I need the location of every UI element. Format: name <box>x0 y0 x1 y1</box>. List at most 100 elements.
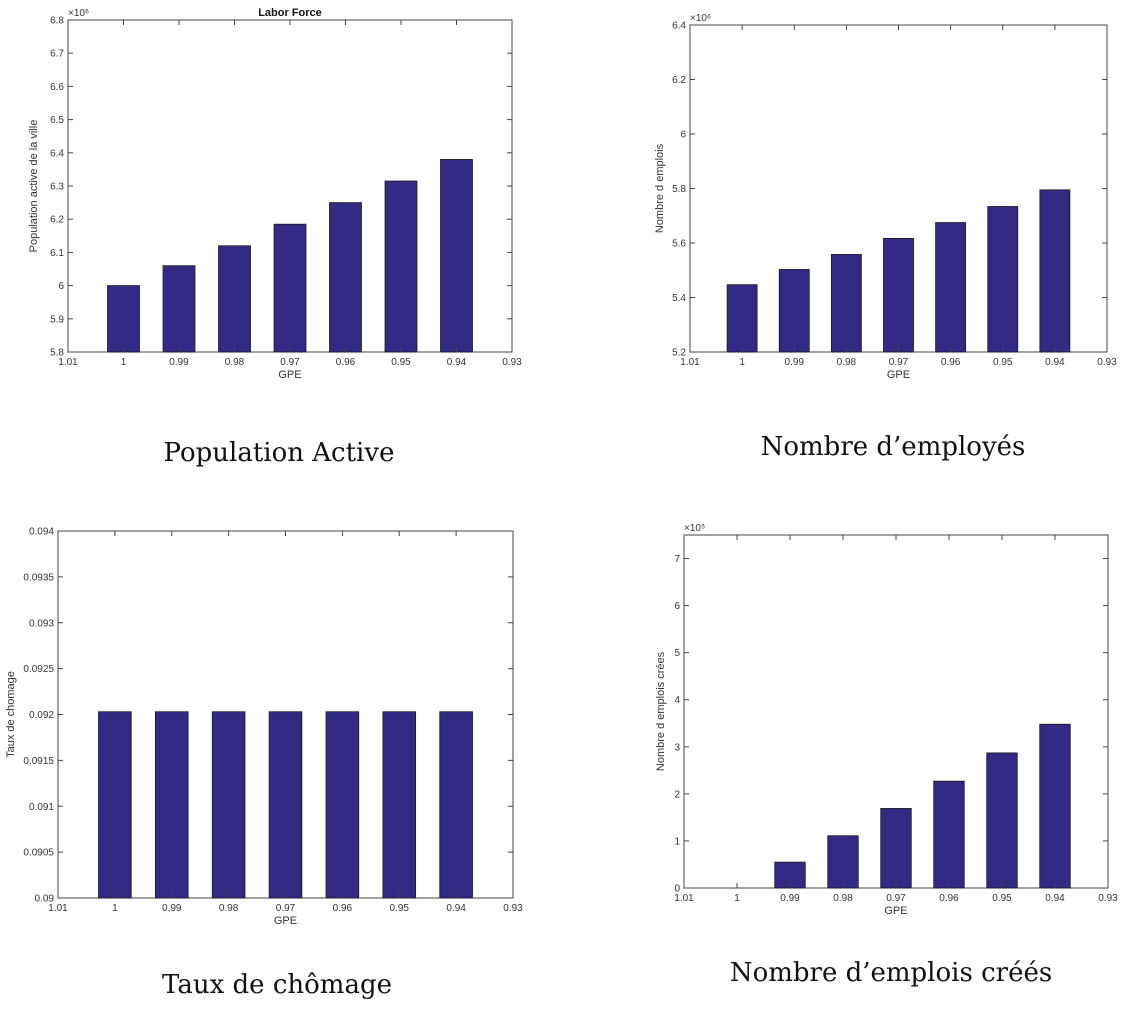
x-tick-label: 0.94 <box>1045 357 1065 368</box>
y-tick-label: 4 <box>674 695 680 706</box>
y-tick-label: 5 <box>674 648 680 659</box>
x-tick-label: 1 <box>739 357 745 368</box>
x-tick-label: 1 <box>734 893 740 904</box>
chart-svg-nombre-employes: 1.01 1 0.99 0.98 0.97 0.96 0.95 0.94 0.93 5.2 5.4 5… <box>654 13 1117 381</box>
x-tick-label: 0.97 <box>276 903 296 914</box>
x-tick-label: 0.95 <box>993 357 1013 368</box>
bar-taux-chomage-6 <box>439 711 473 899</box>
y-tick-label: 5.2 <box>672 348 686 359</box>
bar-nombre-employes-1 <box>778 269 810 353</box>
x-tick-label: 1.01 <box>674 893 694 904</box>
bar-nombre-employes-6 <box>1039 189 1071 353</box>
x-tick-label: 0.93 <box>1098 893 1118 904</box>
y-tick-label: 0.0935 <box>23 572 54 583</box>
x-tick-label: 0.95 <box>390 903 410 914</box>
chart-panel-taux-chomage: 1.01 1 0.99 0.98 0.97 0.96 0.95 0.94 0.93 0.09 0.0… <box>0 0 540 940</box>
y-tick-label: 3 <box>674 742 680 753</box>
y-tick-label: 6.3 <box>50 182 64 193</box>
caption-nombre-employes: Nombre d’employés <box>760 432 1026 462</box>
x-tick-label: 0.97 <box>889 357 909 368</box>
y-tick-label: 6 <box>674 601 680 612</box>
y-tick-label: 0.093 <box>29 618 54 629</box>
y-tick-label: 6.2 <box>672 75 686 86</box>
y-tick-label: 5.4 <box>672 293 686 304</box>
x-tick-label: 0.95 <box>992 893 1012 904</box>
x-tick-label: 1 <box>112 903 118 914</box>
y-tick-label: 2 <box>674 789 680 800</box>
bar-nombre-employes-2 <box>830 254 862 353</box>
chart-panel-population-active: 1.01 1 0.99 0.98 0.97 0.96 0.95 0.94 0.93 5.8 5.9 6… <box>0 0 540 420</box>
bar-taux-chomage-5 <box>382 711 417 899</box>
caption-emplois-crees: Nombre d’emplois créés <box>729 958 1053 988</box>
x-tick-label: 0.95 <box>391 357 411 368</box>
y-tick-label: 0.0915 <box>23 756 54 767</box>
chart-panel-nombre-employes: 1.01 1 0.99 0.98 0.97 0.96 0.95 0.94 0.93 5.2 5.4 5… <box>0 0 1129 420</box>
x-tick-label: 0.93 <box>502 357 522 368</box>
x-tick-label: 0.93 <box>503 903 523 914</box>
y-tick-label: 6.2 <box>50 215 64 226</box>
bar-taux-chomage-4 <box>325 711 360 899</box>
x-tick-label: 0.98 <box>837 357 857 368</box>
x-tick-label: 0.99 <box>785 357 805 368</box>
bar-nombre-employes-0 <box>726 284 758 353</box>
chart-panel-emplois-crees: 1.01 1 0.99 0.98 0.97 0.96 0.95 0.94 0.93 0 1 2 3 4 5 6… <box>655 523 1118 917</box>
x-tick-label: 0.96 <box>941 357 961 368</box>
bar-population-active-2 <box>218 245 251 353</box>
y-tick-label: 7 <box>674 554 680 565</box>
y-axis-label: Nombre d emplois crées <box>655 651 667 771</box>
bar-emplois-crees-2 <box>827 835 859 889</box>
x-axis-label: GPE <box>884 905 907 917</box>
y-tick-label: 0 <box>674 884 680 895</box>
x-tick-label: 0.98 <box>833 893 853 904</box>
x-axis-label: GPE <box>278 369 301 381</box>
y-tick-label: 6 <box>58 281 64 292</box>
bar-taux-chomage-0 <box>98 711 132 899</box>
bar-emplois-crees-3 <box>880 808 912 889</box>
y-tick-label: 0.0905 <box>23 848 54 859</box>
caption-population-active: Population Active <box>163 438 395 468</box>
y-tick-label: 6 <box>680 130 686 141</box>
chart-svg-taux-chomage: 1.01 1 0.99 0.98 0.97 0.96 0.95 0.94 0.93 0.09 0.0… <box>5 527 523 928</box>
y-multiplier-label: ×10⁶ <box>68 8 89 19</box>
y-tick-label: 5.9 <box>50 314 64 325</box>
y-tick-label: 6.4 <box>672 21 686 32</box>
x-tick-label: 0.99 <box>169 357 189 368</box>
y-tick-label: 6.1 <box>50 248 64 259</box>
y-tick-label: 5.6 <box>672 239 686 250</box>
bar-nombre-employes-3 <box>883 237 914 353</box>
x-axis-label: GPE <box>274 915 297 927</box>
bar-emplois-crees-4 <box>933 780 965 889</box>
bar-population-active-6 <box>440 159 473 353</box>
y-tick-label: 5.8 <box>50 348 64 359</box>
x-tick-label: 1.01 <box>680 357 700 368</box>
chart-svg-emplois-crees: 1.01 1 0.99 0.98 0.97 0.96 0.95 0.94 0.93 0 1 2 3 4 5 6… <box>655 523 1118 917</box>
y-axis-label: Population active de la ville <box>28 120 40 253</box>
x-tick-label: 0.97 <box>886 893 906 904</box>
x-tick-label: 1.01 <box>48 903 68 914</box>
bar-taux-chomage-3 <box>268 711 303 899</box>
y-tick-label: 6.8 <box>50 16 64 27</box>
chart-title: Labor Force <box>258 7 322 19</box>
x-tick-label: 0.94 <box>1045 893 1065 904</box>
bar-population-active-1 <box>162 265 196 353</box>
y-tick-label: 0.091 <box>29 802 54 813</box>
bar-population-active-3 <box>273 223 307 353</box>
y-axis-label: Nombre d emplois <box>654 143 666 233</box>
x-tick-label: 0.98 <box>219 903 239 914</box>
bar-population-active-5 <box>384 180 418 353</box>
y-multiplier-label: ×10⁵ <box>684 523 705 534</box>
x-tick-label: 1 <box>121 357 127 368</box>
y-tick-label: 0.0925 <box>23 664 54 675</box>
x-tick-label: 0.93 <box>1097 357 1117 368</box>
x-tick-label: 1.01 <box>58 357 78 368</box>
x-tick-label: 0.99 <box>780 893 800 904</box>
caption-taux-chomage: Taux de chômage <box>162 970 392 1000</box>
y-tick-label: 6.5 <box>50 115 64 126</box>
x-tick-label: 0.97 <box>280 357 300 368</box>
bar-emplois-crees-6 <box>1039 723 1071 889</box>
y-tick-label: 0.09 <box>35 894 55 905</box>
y-tick-label: 6.7 <box>50 49 64 60</box>
y-tick-label: 0.092 <box>29 710 54 721</box>
bar-nombre-employes-5 <box>987 206 1019 353</box>
y-axis-label: Taux de chomage <box>5 671 17 758</box>
